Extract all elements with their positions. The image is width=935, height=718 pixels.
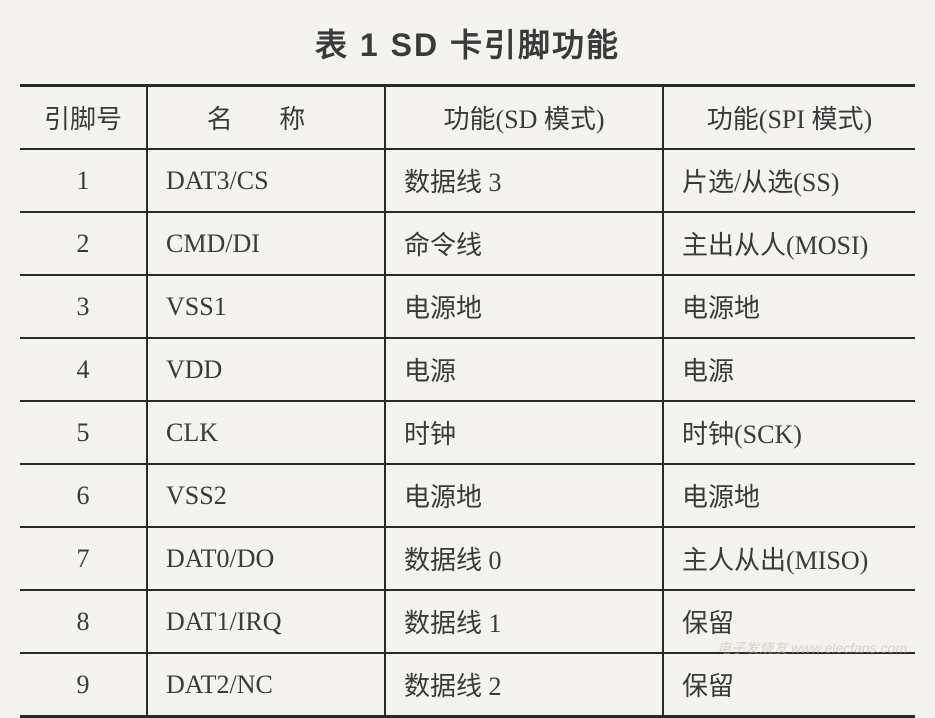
table-cell: 保留: [663, 653, 915, 717]
table-cell: 命令线: [385, 212, 663, 275]
table-cell: 电源地: [663, 275, 915, 338]
table-cell: 数据线 2: [385, 653, 663, 717]
table-row: 5CLK时钟时钟(SCK): [20, 401, 915, 464]
table-row: 1DAT3/CS数据线 3片选/从选(SS): [20, 149, 915, 212]
table-cell: CMD/DI: [147, 212, 385, 275]
table-cell: 数据线 1: [385, 590, 663, 653]
col-header-spi: 功能(SPI 模式): [663, 86, 915, 150]
table-cell: 数据线 0: [385, 527, 663, 590]
table-cell: VSS2: [147, 464, 385, 527]
col-header-name: 名 称: [147, 86, 385, 150]
table-cell: 5: [20, 401, 147, 464]
table-header-row: 引脚号 名 称 功能(SD 模式) 功能(SPI 模式): [20, 86, 915, 150]
table-container: 表 1 SD 卡引脚功能 引脚号 名 称 功能(SD 模式) 功能(SPI 模式…: [20, 20, 915, 718]
watermark-text: 电子发烧友 www.elecfans.com: [717, 638, 907, 658]
table-row: 9DAT2/NC数据线 2保留: [20, 653, 915, 717]
table-cell: 3: [20, 275, 147, 338]
table-cell: CLK: [147, 401, 385, 464]
table-body: 1DAT3/CS数据线 3片选/从选(SS)2CMD/DI命令线主出从人(MOS…: [20, 149, 915, 717]
table-cell: VDD: [147, 338, 385, 401]
table-cell: 电源地: [385, 464, 663, 527]
table-title: 表 1 SD 卡引脚功能: [20, 20, 915, 66]
table-cell: 电源: [663, 338, 915, 401]
table-row: 4VDD电源电源: [20, 338, 915, 401]
table-cell: DAT2/NC: [147, 653, 385, 717]
table-cell: 4: [20, 338, 147, 401]
table-cell: 时钟: [385, 401, 663, 464]
table-cell: 7: [20, 527, 147, 590]
table-cell: 9: [20, 653, 147, 717]
table-cell: 6: [20, 464, 147, 527]
table-cell: DAT0/DO: [147, 527, 385, 590]
table-cell: VSS1: [147, 275, 385, 338]
table-cell: 主人从出(MISO): [663, 527, 915, 590]
table-cell: 2: [20, 212, 147, 275]
table-cell: 片选/从选(SS): [663, 149, 915, 212]
table-cell: 主出从人(MOSI): [663, 212, 915, 275]
table-cell: 电源地: [663, 464, 915, 527]
table-cell: 1: [20, 149, 147, 212]
table-row: 2CMD/DI命令线主出从人(MOSI): [20, 212, 915, 275]
col-header-pin: 引脚号: [20, 86, 147, 150]
col-header-sd: 功能(SD 模式): [385, 86, 663, 150]
table-cell: 电源地: [385, 275, 663, 338]
table-cell: 时钟(SCK): [663, 401, 915, 464]
table-row: 3VSS1电源地电源地: [20, 275, 915, 338]
table-cell: DAT3/CS: [147, 149, 385, 212]
table-cell: 8: [20, 590, 147, 653]
table-cell: 电源: [385, 338, 663, 401]
table-cell: 数据线 3: [385, 149, 663, 212]
table-row: 7DAT0/DO数据线 0主人从出(MISO): [20, 527, 915, 590]
pin-function-table: 引脚号 名 称 功能(SD 模式) 功能(SPI 模式) 1DAT3/CS数据线…: [20, 84, 915, 718]
table-cell: DAT1/IRQ: [147, 590, 385, 653]
table-row: 6VSS2电源地电源地: [20, 464, 915, 527]
